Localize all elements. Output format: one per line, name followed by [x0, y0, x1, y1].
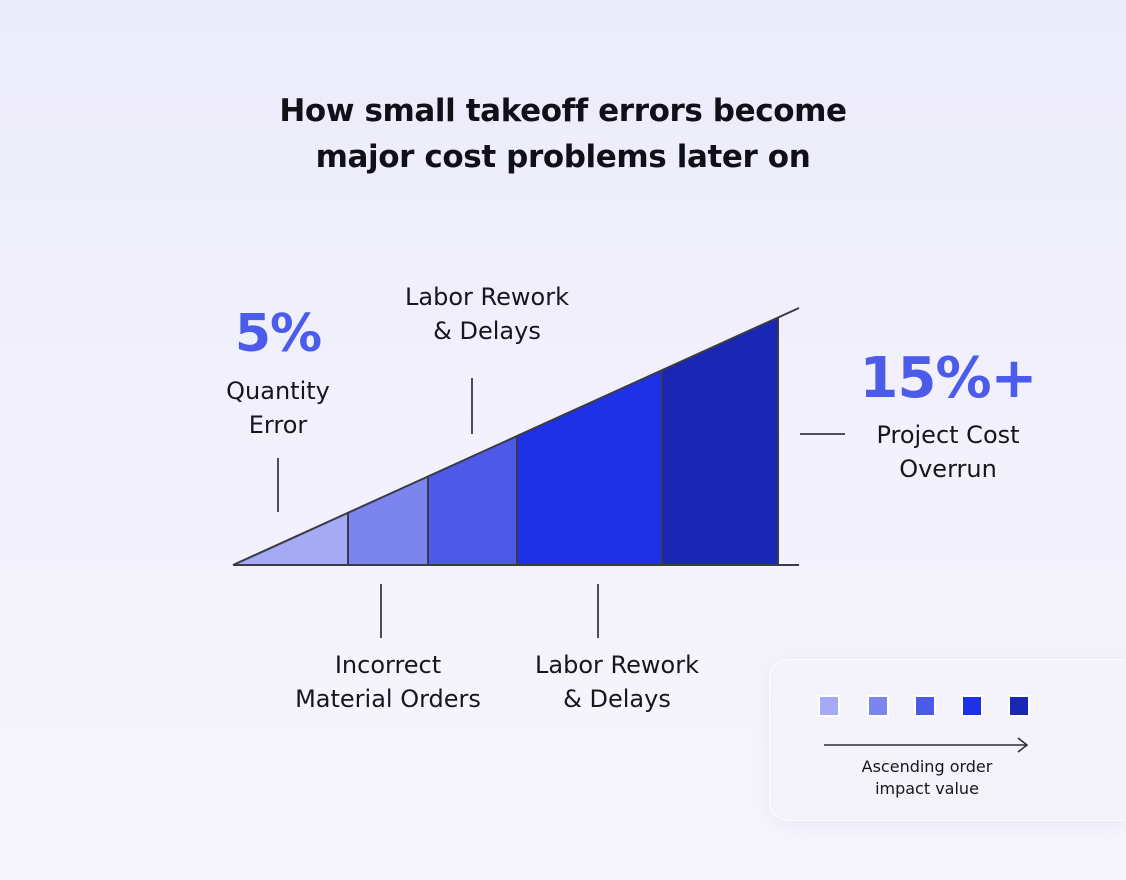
diagram-title: How small takeoff errors become major co…	[0, 88, 1126, 180]
segment-5	[662, 318, 778, 565]
legend-swatch-2	[867, 695, 889, 717]
top-callout-line-1: Labor Rework	[405, 283, 569, 311]
legend-caption-line-2: impact value	[875, 779, 979, 798]
legend-panel: Ascending order impact value	[770, 660, 1126, 820]
incorrect-material-line-2: Material Orders	[295, 685, 481, 713]
start-label-line-1: Quantity	[226, 377, 330, 405]
end-label-line-2: Overrun	[899, 455, 997, 483]
labor-rework-line-2: & Delays	[563, 685, 671, 713]
segment-3	[428, 436, 517, 565]
end-label: Project Cost Overrun	[848, 418, 1048, 486]
top-callout-label: Labor Rework & Delays	[372, 280, 602, 348]
title-line-2: major cost problems later on	[315, 139, 811, 175]
legend-swatch-4	[961, 695, 983, 717]
incorrect-material-label: Incorrect Material Orders	[268, 648, 508, 716]
legend-caption-line-1: Ascending order	[861, 757, 993, 776]
segment-2	[348, 476, 428, 565]
labor-rework-line-1: Labor Rework	[535, 651, 699, 679]
start-label: Quantity Error	[188, 374, 368, 442]
labor-rework-label: Labor Rework & Delays	[502, 648, 732, 716]
hypotenuse-line	[232, 307, 800, 566]
start-percent: 5%	[234, 304, 322, 364]
start-label-line-2: Error	[248, 411, 308, 439]
arrow-right-icon	[824, 737, 1029, 753]
legend-swatch-3	[914, 695, 936, 717]
title-line-1: How small takeoff errors become	[279, 93, 847, 129]
legend-caption: Ascending order impact value	[830, 756, 1024, 800]
legend-swatch-5	[1008, 695, 1030, 717]
legend-swatch-1	[818, 695, 840, 717]
incorrect-material-line-1: Incorrect	[334, 651, 442, 679]
segment-4	[517, 370, 662, 565]
end-percent: 15%+	[859, 346, 1038, 411]
top-callout-line-2: & Delays	[433, 317, 541, 345]
end-label-line-1: Project Cost	[876, 421, 1020, 449]
